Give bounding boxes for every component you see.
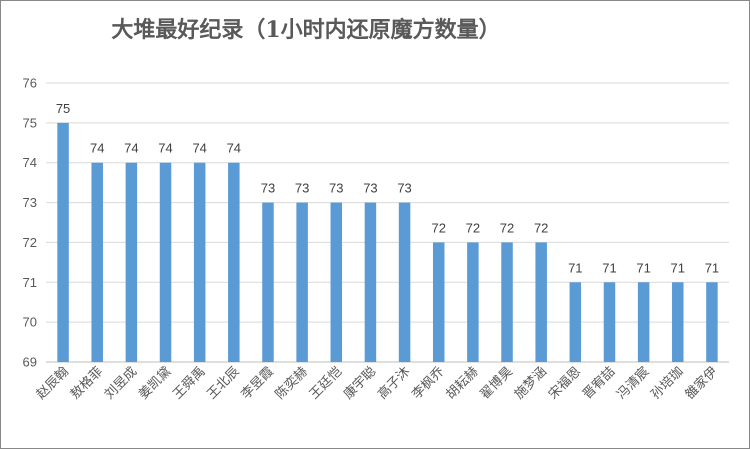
y-tick-label: 70 — [23, 315, 37, 330]
y-tick-label: 71 — [23, 275, 37, 290]
x-tick-label: 康宇聪 — [340, 364, 379, 403]
x-tick-label: 李昱霞 — [239, 364, 277, 402]
y-axis-ticks: 69 70 71 72 73 74 75 76 — [23, 76, 37, 370]
bar — [672, 282, 684, 362]
bar — [296, 202, 308, 362]
data-label: 71 — [705, 260, 719, 275]
x-tick-label: 敖格菲 — [67, 364, 106, 403]
x-tick-label: 陈奕赫 — [272, 364, 311, 403]
bar — [159, 162, 172, 362]
x-tick-label: 王廷恺 — [307, 364, 345, 402]
x-tick-label: 施梦涵 — [512, 364, 550, 402]
data-label: 71 — [671, 260, 685, 275]
data-label: 73 — [397, 181, 411, 196]
x-tick-label: 王北辰 — [204, 364, 242, 402]
chart-title: 大堆最好纪录（1小时内还原魔方数量） — [111, 17, 500, 43]
x-tick-label: 王舜禹 — [170, 364, 208, 402]
data-label: 74 — [124, 141, 138, 156]
bar — [706, 282, 718, 362]
data-labels: 75 74 74 74 74 74 73 73 73 73 73 72 72 72 72 71 71 71 71 71 — [56, 101, 719, 275]
x-tick-label: 高子沐 — [375, 364, 414, 403]
x-tick-label: 宋福恩 — [546, 364, 584, 402]
x-axis-categories: 赵辰翰敖格菲刘昱成姜凯黛王舜禹王北辰李昱霞陈奕赫王廷恺康宇聪高子沐李枫乔胡耘赫翟… — [34, 364, 721, 403]
y-tick-label: 74 — [23, 155, 37, 170]
y-tick-label: 76 — [23, 76, 37, 91]
x-tick-label: 雒家伊 — [682, 364, 721, 403]
bar — [501, 242, 513, 362]
bar — [535, 242, 547, 362]
bar — [467, 242, 479, 362]
data-label: 74 — [227, 141, 241, 156]
data-label: 73 — [295, 181, 309, 196]
y-tick-label: 72 — [23, 235, 37, 250]
data-label: 71 — [636, 260, 650, 275]
data-label: 71 — [568, 260, 582, 275]
bar — [398, 202, 411, 362]
bar — [262, 202, 274, 362]
x-tick-label: 刘昱成 — [102, 364, 140, 402]
bar — [637, 282, 650, 362]
data-label: 73 — [261, 181, 275, 196]
x-tick-label: 姜凯黛 — [136, 364, 174, 402]
x-tick-label: 李枫乔 — [409, 364, 447, 402]
x-tick-label: 冯清宸 — [614, 364, 653, 403]
x-tick-label: 晋宥喆 — [579, 364, 618, 403]
bars — [57, 122, 718, 362]
data-label: 72 — [431, 220, 445, 235]
bar — [364, 202, 377, 362]
y-tick-label: 75 — [23, 115, 37, 130]
data-label: 73 — [329, 181, 343, 196]
bar — [569, 282, 582, 362]
data-label: 71 — [602, 260, 616, 275]
y-tick-label: 69 — [23, 355, 37, 370]
bar — [603, 282, 616, 362]
data-label: 74 — [192, 141, 206, 156]
gridlines — [46, 82, 729, 363]
bar — [432, 242, 445, 362]
bar — [330, 202, 343, 362]
y-tick-label: 73 — [23, 195, 37, 210]
x-tick-label: 翟博昊 — [478, 364, 516, 402]
data-label: 72 — [466, 220, 480, 235]
bar — [193, 162, 206, 362]
x-tick-label: 孙培珈 — [648, 364, 687, 403]
bar — [125, 162, 138, 362]
bar — [228, 162, 240, 362]
data-label: 74 — [90, 141, 104, 156]
data-label: 72 — [534, 220, 548, 235]
data-label: 73 — [363, 181, 377, 196]
x-tick-label: 赵辰翰 — [34, 364, 72, 402]
data-label: 75 — [56, 101, 70, 116]
data-label: 72 — [500, 220, 514, 235]
bar — [57, 122, 69, 362]
x-tick-label: 胡耘赫 — [444, 364, 482, 402]
data-label: 74 — [158, 141, 172, 156]
bar — [91, 162, 103, 362]
